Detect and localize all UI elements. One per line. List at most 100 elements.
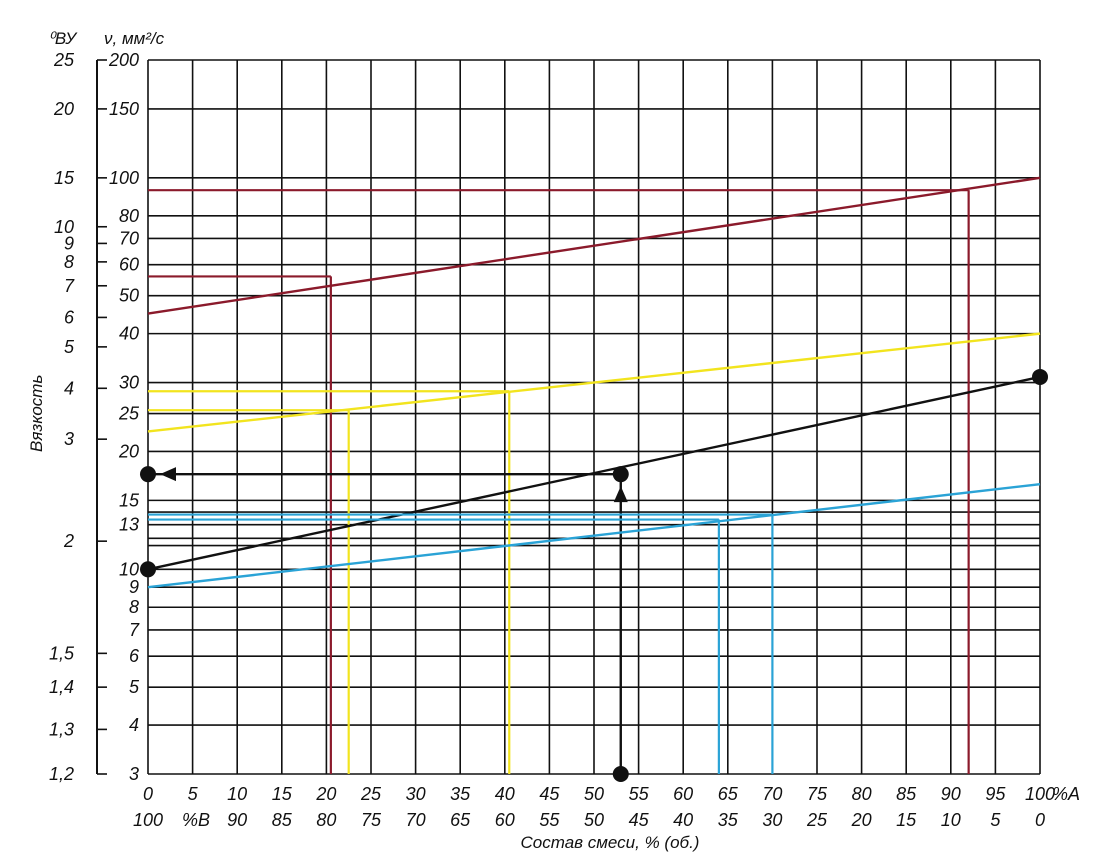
viscosity-tick-label: 9 (129, 577, 139, 597)
viscosity-tick-label: 6 (129, 646, 140, 666)
x-tick-label-a: 50 (584, 784, 604, 804)
viscosity-tick-label: 100 (109, 168, 139, 188)
viscosity-tick-label: 15 (119, 490, 140, 510)
x-axis-title: Состав смеси, % (об.) (521, 833, 700, 852)
viscosity-tick-label: 7 (129, 620, 140, 640)
x-tick-label-a: 15 (272, 784, 293, 804)
engler-tick-label: 6 (64, 307, 75, 327)
engler-tick-label: 7 (64, 276, 75, 296)
engler-tick-label: 8 (64, 252, 74, 272)
x-tick-label-b: 85 (272, 810, 293, 830)
x-tick-label-a: 35 (450, 784, 471, 804)
engler-tick-label: 25 (53, 50, 75, 70)
x-tick-label-b: 10 (941, 810, 961, 830)
engler-tick-label: 5 (64, 337, 75, 357)
viscosity-tick-label: 40 (119, 324, 139, 344)
x-tick-label-b: 45 (629, 810, 650, 830)
series-line-yellow (147, 332, 1041, 433)
engler-tick-label: 20 (53, 99, 74, 119)
x-tick-label-b: 55 (539, 810, 560, 830)
x-tick-label-a: 90 (941, 784, 961, 804)
viscosity-tick-label: 30 (119, 373, 139, 393)
viscosity-tick-label: 20 (118, 441, 139, 461)
viscosity-tick-label: 150 (109, 99, 139, 119)
x-tick-label-a: 10 (227, 784, 247, 804)
x-tick-label-a: 60 (673, 784, 693, 804)
x-tick-label-b: 90 (227, 810, 247, 830)
data-point (140, 466, 156, 483)
data-point (612, 766, 629, 782)
viscosity-tick-label: 25 (118, 404, 140, 424)
x-tick-label-a: 0 (143, 784, 153, 804)
viscosity-tick-label: 50 (119, 286, 139, 306)
x-tick-label-b: 75 (361, 810, 382, 830)
engler-tick-label: 15 (54, 168, 75, 188)
x-tick-label-a: 75 (807, 784, 828, 804)
viscosity-tick-label: 60 (119, 255, 139, 275)
data-point (140, 561, 156, 578)
viscosity-tick-label: 8 (129, 597, 139, 617)
x-tick-label-a: 95 (985, 784, 1006, 804)
series-line-maroon (147, 176, 1041, 315)
x-tick-label-b: 70 (406, 810, 426, 830)
x-tick-label-a: 65 (718, 784, 739, 804)
viscosity-tick-label: 5 (129, 677, 140, 697)
x-tick-label-b: 60 (495, 810, 515, 830)
left-axis-header-engler: ⁰ВУ (48, 29, 78, 48)
engler-tick-label: 10 (54, 217, 74, 237)
x-tick-label-b: 40 (673, 810, 693, 830)
x-tick-label-b: 5 (990, 810, 1001, 830)
viscosity-tick-label: 3 (129, 764, 139, 784)
x-tick-label-a: 85 (896, 784, 917, 804)
grid-vertical (147, 60, 1041, 774)
x-tick-label-b: 35 (718, 810, 739, 830)
grid-horizontal (148, 59, 1040, 775)
x-tick-label-a: 25 (360, 784, 382, 804)
left-axis-header-viscosity: ν, мм²/с (104, 29, 165, 48)
x-tick-label-a: 55 (629, 784, 650, 804)
arrowhead (160, 467, 176, 482)
engler-tick-label: 1,2 (49, 764, 74, 784)
x-tick-label-a: 20 (315, 784, 336, 804)
x-tick-label-b: 15 (896, 810, 917, 830)
viscosity-tick-label: 4 (129, 715, 139, 735)
arrowhead (613, 486, 628, 503)
engler-tick-label: 9 (64, 233, 74, 253)
engler-tick-label: 1,5 (49, 643, 75, 663)
x-tick-label-b: 0 (1035, 810, 1045, 830)
data-point (612, 466, 629, 483)
engler-tick-label: 1,3 (49, 719, 74, 739)
x-tick-label-b: 25 (806, 810, 828, 830)
engler-tick-label: 4 (64, 378, 74, 398)
x-tick-label-b: 65 (450, 810, 471, 830)
x-unit-b: %B (182, 810, 210, 830)
axes-layer (96, 59, 107, 775)
x-tick-label-b: 20 (851, 810, 872, 830)
x-tick-label-a: 100 (1025, 784, 1055, 804)
viscosity-tick-label: 70 (119, 228, 139, 248)
x-tick-label-b: 80 (316, 810, 336, 830)
series-line-blue (147, 482, 1041, 589)
engler-tick-label: 2 (63, 531, 74, 551)
x-tick-label-a: 45 (539, 784, 560, 804)
x-unit-a: %A (1052, 784, 1080, 804)
x-tick-label-a: 80 (852, 784, 872, 804)
x-tick-label-a: 40 (495, 784, 515, 804)
x-tick-label-b: 30 (762, 810, 782, 830)
viscosity-tick-label: 80 (119, 206, 139, 226)
x-tick-label-a: 70 (762, 784, 782, 804)
x-tick-label-a: 5 (188, 784, 199, 804)
series-layer (140, 176, 1048, 782)
viscosity-tick-label: 200 (108, 50, 139, 70)
viscosity-tick-label: 10 (119, 559, 139, 579)
engler-tick-label: 1,4 (49, 677, 74, 697)
x-tick-label-a: 30 (406, 784, 426, 804)
x-tick-label-b: 100 (133, 810, 163, 830)
viscosity-tick-label: 13 (119, 515, 139, 535)
y-axis-title: Вязкость (27, 375, 46, 452)
engler-tick-label: 3 (64, 429, 74, 449)
x-tick-label-b: 50 (584, 810, 604, 830)
labels-layer: 25201510987654321,51,41,31,2200150100807… (49, 50, 1055, 830)
data-point (1032, 368, 1048, 385)
